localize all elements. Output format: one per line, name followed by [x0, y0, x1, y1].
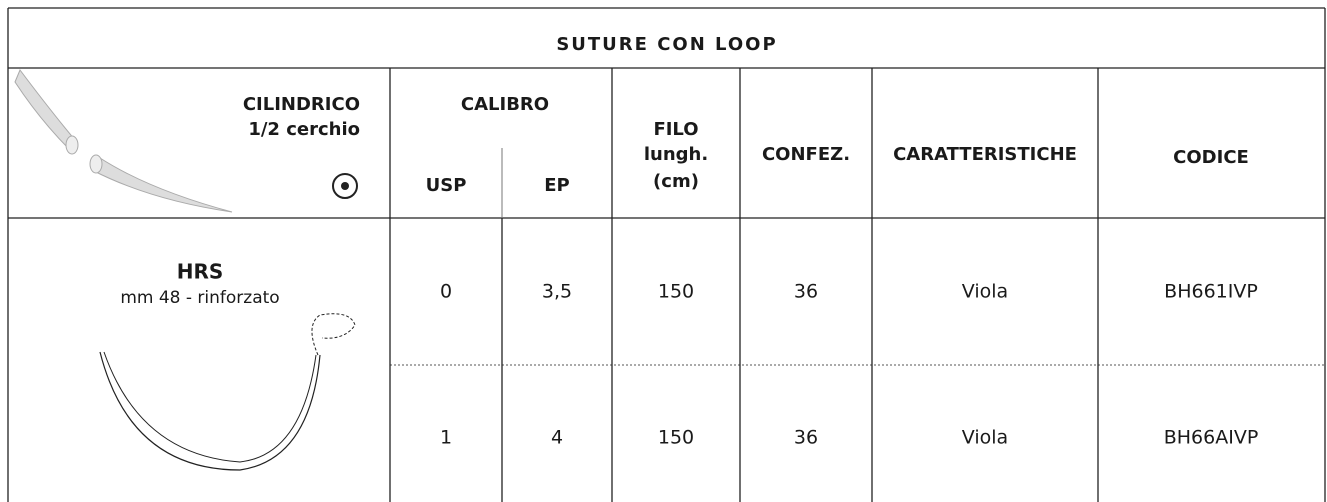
- header-cell: CODICE: [1173, 147, 1249, 168]
- table-cell: 36: [794, 427, 818, 449]
- header-cell: EP: [544, 175, 570, 196]
- table-cell: 1: [440, 427, 452, 449]
- table-cell: 4: [551, 427, 563, 449]
- table-cell: 150: [658, 427, 694, 449]
- table-cell: BH661IVP: [1164, 281, 1258, 303]
- header-cell: FILO: [653, 119, 698, 140]
- header-cell: (cm): [653, 171, 699, 192]
- needle-drawing: [99, 313, 356, 471]
- header-cell: CALIBRO: [461, 94, 549, 115]
- header-cell: CILINDRICO: [243, 94, 360, 115]
- table-cell: BH66AIVP: [1164, 427, 1259, 449]
- needle-description: mm 48 - rinforzato: [120, 288, 279, 308]
- table-cell: 0: [440, 281, 452, 303]
- header-cell: CARATTERISTICHE: [893, 144, 1077, 165]
- header-cell: CONFEZ.: [762, 144, 850, 165]
- table-cell: Viola: [962, 427, 1008, 449]
- table-grid: [7, 7, 1326, 502]
- needle-name: HRS: [177, 260, 224, 284]
- needle-section-icon: [14, 69, 358, 213]
- header-cell: lungh.: [644, 144, 708, 165]
- table-cell: 150: [658, 281, 694, 303]
- table-cell: Viola: [962, 281, 1008, 303]
- table-title: SUTURE CON LOOP: [556, 34, 777, 55]
- header-cell: USP: [426, 175, 467, 196]
- table-cell: 36: [794, 281, 818, 303]
- table-cell: 3,5: [542, 281, 572, 303]
- header-cell: 1/2 cerchio: [248, 119, 360, 140]
